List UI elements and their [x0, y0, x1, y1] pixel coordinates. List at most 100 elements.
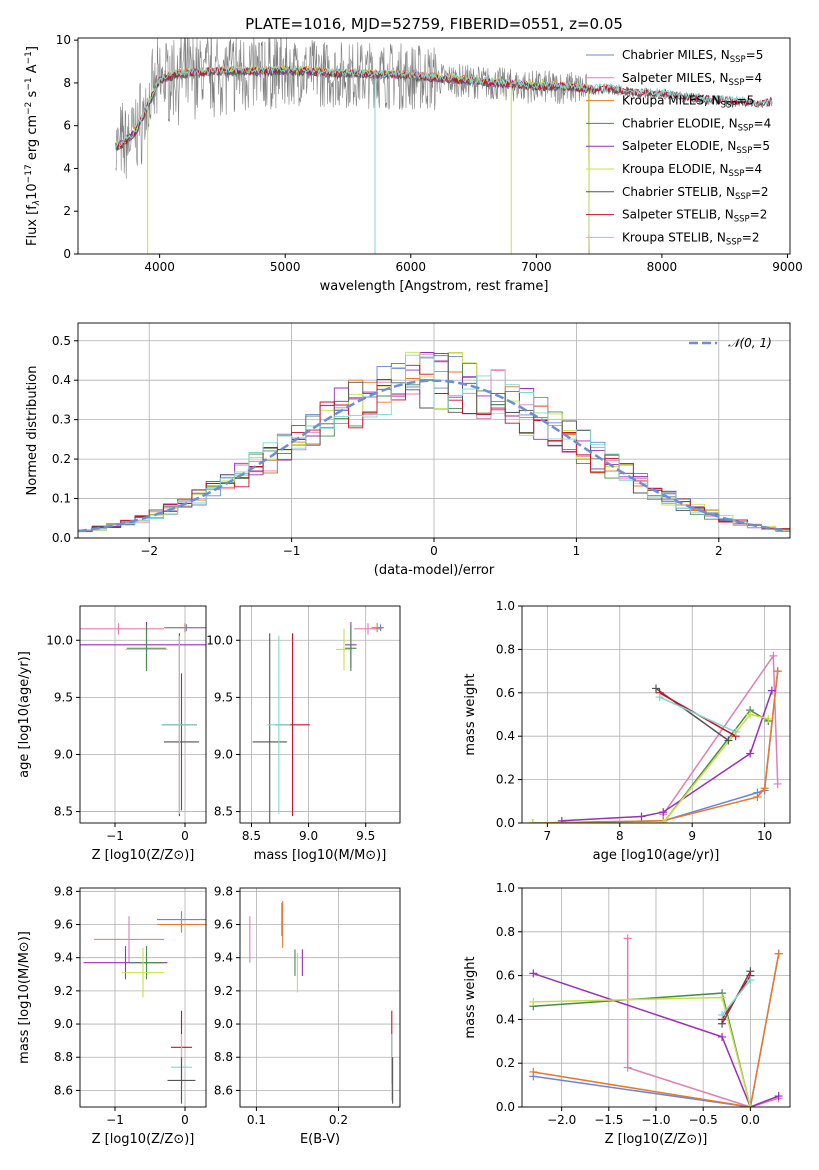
panel-age-vs-Z: −1 0 8.5 9.0 9.5 10.0 Z [log10(Z/Z⊙)] age [log1…	[17, 605, 207, 863]
y-tick-label: 0.6	[496, 686, 515, 700]
weight-marker	[659, 819, 668, 823]
legend-label: Salpeter MILES, NSSP=4	[622, 71, 762, 88]
y-tick-label: 8.5	[214, 805, 233, 819]
weight-line	[662, 709, 769, 823]
panel-residuals: −2 −1 0 1 2 0.0 0.1 0.2 0.3 0.4 0.5 (data-model)/er…	[25, 322, 791, 578]
errorbar-point	[267, 635, 291, 814]
panel-spectrum: 4000 5000 6000 7000 8000 9000 0 2 4 6 8 10 wavelengt…	[24, 33, 803, 294]
x-tick-label: 9	[688, 829, 696, 843]
x-axis-label: (data-model)/error	[374, 563, 495, 578]
weight-marker	[718, 1011, 727, 1020]
x-tick-label: −1.0	[641, 1113, 670, 1127]
y-tick-label: 9.4	[54, 951, 73, 965]
x-tick-label: 2	[715, 544, 723, 558]
y-tick-label: 0.0	[496, 1100, 515, 1114]
x-tick-label: −0.5	[689, 1113, 718, 1127]
y-tick-label: 0.2	[496, 1056, 515, 1070]
y-tick-label: 8.6	[214, 1083, 233, 1097]
x-tick-label: 8	[616, 829, 624, 843]
weight-marker	[655, 693, 664, 702]
axes-frame	[239, 605, 401, 824]
weight-line	[533, 972, 779, 1107]
x-axis-label: Z [log10(Z/Z⊙)]	[605, 1132, 708, 1147]
axes-frame	[239, 887, 401, 1108]
y-tick-label: 9.0	[214, 747, 233, 761]
y-tick-label: 9.6	[214, 918, 233, 932]
legend-label: Kroupa ELODIE, NSSP=4	[622, 162, 762, 179]
y-axis-label: mass weight	[463, 673, 478, 755]
x-tick-label: 0	[181, 1113, 189, 1127]
panel-age-vs-mass: 8.5 9.0 9.5 8.5 9.0 9.5 10.0 mass [log10(M/M⊙)]	[206, 605, 401, 863]
y-tick-label: 0.6	[496, 969, 515, 983]
x-tick-label: 0	[430, 544, 438, 558]
x-tick-label: −1	[106, 829, 124, 843]
y-tick-label: 9.5	[54, 690, 73, 704]
weight-marker	[774, 1092, 783, 1101]
x-tick-label: 0.0	[741, 1113, 760, 1127]
y-tick-label: 0.8	[496, 925, 515, 939]
plot-area	[240, 888, 400, 1107]
x-tick-label: −1	[106, 1113, 124, 1127]
normal-curve	[78, 379, 788, 533]
errorbar-point	[165, 624, 206, 632]
weight-marker	[529, 997, 538, 1006]
errorbar-point	[80, 623, 164, 635]
errorbar-point	[129, 946, 164, 980]
x-axis-label: Z [log10(Z/Z⊙)]	[92, 1132, 195, 1147]
weight-marker	[774, 949, 783, 958]
weight-marker	[557, 816, 566, 823]
x-axis-label: E(B-V)	[300, 1132, 340, 1147]
x-tick-label: −2	[140, 544, 158, 558]
weight-line	[533, 953, 780, 1107]
errorbar-point	[345, 625, 357, 672]
y-tick-label: 0.8	[496, 642, 515, 656]
weight-marker	[659, 808, 668, 817]
x-tick-label: 0.2	[329, 1113, 348, 1127]
weight-line	[626, 938, 779, 1107]
x-axis-label: Z [log10(Z/Z⊙)]	[92, 848, 195, 863]
legend-label: Chabrier MILES, NSSP=5	[622, 48, 763, 65]
weight-marker	[760, 784, 769, 793]
y-tick-label: 8.8	[214, 1050, 233, 1064]
y-tick-label: 9.2	[214, 984, 233, 998]
legend: Chabrier MILES, NSSP=5 Salpeter MILES, NS…	[586, 48, 771, 247]
x-tick-label: 7	[544, 829, 552, 843]
y-tick-label: 9.0	[214, 1017, 233, 1031]
y-tick-label: 0.1	[52, 492, 71, 506]
y-tick-label: 8.8	[54, 1050, 73, 1064]
model-spectrum	[115, 65, 590, 254]
weight-line	[532, 671, 779, 823]
legend-label: Salpeter ELODIE, NSSP=5	[622, 139, 770, 156]
y-axis-label: mass weight	[463, 956, 478, 1038]
errorbar-point	[157, 916, 206, 933]
weight-marker	[746, 749, 755, 758]
y-tick-label: 8	[63, 76, 71, 90]
model-spectrum	[115, 67, 590, 254]
x-axis-label: wavelength [Angstrom, rest frame]	[320, 279, 549, 294]
axes-frame	[521, 887, 791, 1108]
weight-marker	[529, 969, 538, 978]
x-tick-label: 9.0	[299, 829, 318, 843]
x-tick-label: 8.5	[242, 829, 261, 843]
weight-marker	[767, 686, 776, 695]
y-tick-label: 0.4	[496, 1012, 515, 1026]
weight-marker	[773, 667, 782, 676]
y-tick-label: 9.6	[54, 918, 73, 932]
y-tick-label: 10.0	[46, 633, 73, 647]
x-tick-label: 7000	[521, 260, 552, 274]
y-tick-label: 0.4	[496, 729, 515, 743]
errorbar-point	[252, 633, 287, 823]
y-tick-label: 10.0	[206, 633, 233, 647]
weight-line	[532, 671, 779, 823]
panel-weight-vs-age: 7 8 9 10 0.0 0.2 0.4 0.6 0.8 1.0 age [log10(age/yr…	[463, 599, 791, 863]
weight-marker	[769, 651, 778, 660]
errorbar-point	[122, 947, 164, 998]
x-tick-label: 9.5	[356, 829, 375, 843]
legend-label: Kroupa MILES, NSSP=5	[622, 94, 754, 111]
model-spectrum	[115, 65, 590, 254]
y-axis-label: age [log10(age/yr)]	[17, 651, 32, 778]
x-tick-label: 9000	[772, 260, 803, 274]
legend-label: Salpeter STELIB, NSSP=2	[622, 208, 767, 225]
weight-marker	[652, 684, 660, 693]
